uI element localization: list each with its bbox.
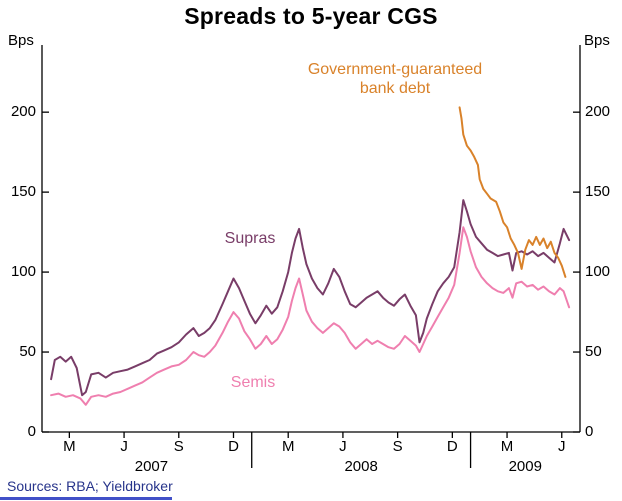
series-label-government-guaranteed: Government-guaranteed bank debt <box>288 60 502 98</box>
y-tick-label-right: 200 <box>585 103 611 121</box>
y-axis-unit-right: Bps <box>584 32 610 49</box>
year-label: 2008 <box>344 458 378 475</box>
series-line-supras <box>50 199 571 397</box>
year-label: 2009 <box>508 458 542 475</box>
x-tick-label: D <box>446 438 458 455</box>
series-line-government-guaranteed-bank-debt <box>458 106 567 278</box>
series-label-supras: Supras <box>224 230 276 247</box>
y-tick-label-left: 150 <box>10 183 36 201</box>
y-tick-label-left: 0 <box>27 423 36 440</box>
year-label: 2007 <box>134 458 169 475</box>
x-tick-label: J <box>120 438 128 455</box>
x-tick-label: M <box>500 438 514 455</box>
x-tick-label: M <box>281 438 295 455</box>
series-label-semis: Semis <box>230 374 276 391</box>
series-line-semis <box>50 226 571 406</box>
y-tick-label-left: 50 <box>19 343 36 361</box>
y-tick-label-left: 100 <box>10 263 36 281</box>
footer-rule <box>0 497 172 500</box>
x-tick-label: S <box>392 438 403 455</box>
y-tick-label-left: 200 <box>10 103 36 121</box>
x-tick-label: D <box>228 438 239 455</box>
sources-note: Sources: RBA; Yieldbroker <box>7 478 173 494</box>
series-label-gg-line1: Government-guaranteed <box>307 61 483 78</box>
y-tick-label-right: 150 <box>585 183 611 201</box>
x-tick-label: S <box>173 438 184 455</box>
y-tick-label-right: 100 <box>585 263 611 281</box>
x-tick-label: J <box>558 438 566 455</box>
y-axis-unit-left: Bps <box>8 32 34 49</box>
y-tick-label-right: 0 <box>585 423 594 440</box>
x-tick-label: M <box>63 438 76 455</box>
x-tick-label: J <box>339 438 347 455</box>
chart-title: Spreads to 5-year CGS <box>184 3 438 29</box>
y-tick-label-right: 50 <box>585 343 602 361</box>
series-label-gg-line2: bank debt <box>359 80 431 97</box>
